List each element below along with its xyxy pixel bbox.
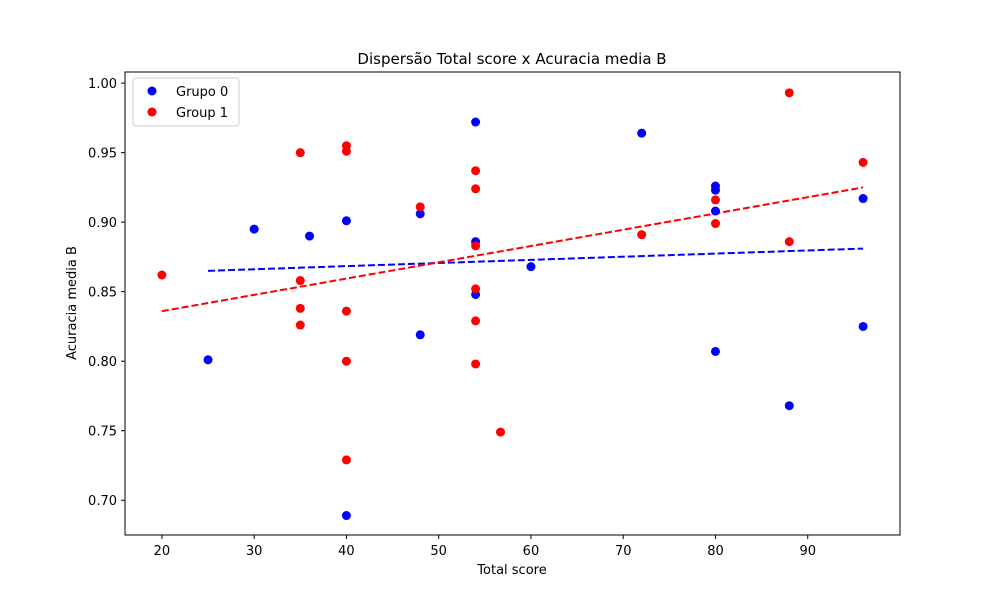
legend-label: Group 1: [176, 106, 228, 121]
data-point-series-0: [471, 117, 481, 127]
data-point-series-1: [415, 202, 425, 212]
x-tick-label: 30: [246, 544, 263, 559]
data-point-series-1: [295, 276, 305, 286]
data-point-series-1: [157, 270, 167, 280]
y-tick-label: 0.75: [88, 425, 117, 440]
data-point-series-0: [249, 224, 259, 234]
data-point-series-1: [784, 88, 794, 98]
data-point-series-0: [637, 128, 647, 138]
x-tick-label: 40: [338, 544, 355, 559]
x-axis-ticks: 20 30 40 50 60 70 80 90: [154, 535, 816, 559]
data-point-series-0: [341, 216, 351, 226]
data-point-series-0: [305, 231, 315, 241]
data-point-series-0: [526, 262, 536, 272]
data-point-series-1: [295, 303, 305, 313]
data-point-series-1: [341, 306, 351, 316]
data-point-series-0: [710, 185, 720, 195]
data-point-series-1: [471, 316, 481, 326]
plot-frame: [124, 71, 901, 536]
data-point-series-0: [784, 401, 794, 411]
data-point-series-0: [415, 209, 425, 219]
data-point-series-1: [784, 237, 794, 247]
data-point-series-0: [858, 321, 868, 331]
x-tick-label: 70: [615, 544, 632, 559]
y-tick-label: 0.95: [88, 147, 117, 162]
trend-line-series-0: [208, 247, 864, 272]
y-axis-ticks: 0.70 0.75 0.80 0.85 0.90 0.95 1.00: [88, 77, 125, 509]
data-point-series-1: [471, 184, 481, 194]
data-points: [157, 88, 868, 521]
data-point-series-1: [471, 284, 481, 294]
data-point-series-0: [415, 330, 425, 340]
x-tick-label: 50: [430, 544, 447, 559]
legend-box: [132, 77, 240, 127]
chart-title: Dispersão Total score x Acuracia media B: [357, 50, 666, 68]
data-point-series-1: [341, 146, 351, 156]
data-point-series-1: [858, 157, 868, 167]
y-axis-label: Acuracia media B: [65, 246, 80, 360]
y-tick-label: 0.70: [88, 494, 117, 509]
data-point-series-1: [710, 219, 720, 229]
y-tick-label: 0.90: [88, 216, 117, 231]
data-point-series-1: [341, 356, 351, 366]
legend-label: Grupo 0: [176, 85, 228, 100]
data-point-series-1: [295, 148, 305, 158]
legend: Grupo 0 Group 1: [132, 77, 240, 127]
data-point-series-1: [471, 241, 481, 251]
data-point-series-1: [471, 166, 481, 176]
y-tick-label: 1.00: [88, 77, 117, 92]
data-point-series-0: [203, 355, 213, 365]
data-point-series-0: [710, 206, 720, 216]
x-axis-label: Total score: [476, 563, 546, 578]
data-point-series-1: [471, 359, 481, 369]
data-point-series-0: [710, 346, 720, 356]
legend-marker: [147, 107, 157, 117]
data-point-series-1: [637, 230, 647, 240]
y-tick-label: 0.85: [88, 286, 117, 301]
x-tick-label: 60: [523, 544, 540, 559]
x-tick-label: 80: [707, 544, 724, 559]
y-tick-label: 0.80: [88, 355, 117, 370]
x-tick-label: 20: [154, 544, 171, 559]
legend-marker: [147, 86, 157, 96]
x-tick-label: 90: [799, 544, 816, 559]
data-point-series-1: [496, 427, 506, 437]
data-point-series-1: [710, 195, 720, 205]
data-point-series-1: [341, 455, 351, 465]
data-point-series-0: [341, 511, 351, 521]
data-point-series-1: [295, 320, 305, 330]
trend-line-series-1: [161, 186, 864, 313]
trend-lines: [161, 186, 864, 313]
data-point-series-0: [858, 194, 868, 204]
